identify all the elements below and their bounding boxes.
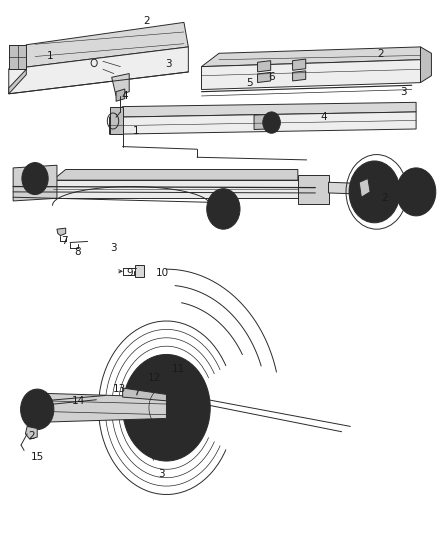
Circle shape bbox=[145, 382, 187, 433]
Text: 15: 15 bbox=[31, 452, 44, 462]
Circle shape bbox=[22, 163, 48, 195]
Polygon shape bbox=[53, 169, 298, 180]
Circle shape bbox=[356, 169, 393, 214]
Polygon shape bbox=[110, 107, 123, 134]
Text: 3: 3 bbox=[158, 470, 165, 479]
Text: 9: 9 bbox=[126, 268, 133, 278]
Text: 1: 1 bbox=[47, 51, 54, 61]
Text: 8: 8 bbox=[74, 247, 81, 256]
Polygon shape bbox=[420, 47, 431, 83]
Text: 2: 2 bbox=[28, 431, 35, 441]
Polygon shape bbox=[53, 180, 298, 198]
Circle shape bbox=[21, 389, 54, 430]
Circle shape bbox=[26, 396, 48, 423]
Circle shape bbox=[207, 189, 240, 229]
Polygon shape bbox=[123, 388, 166, 401]
Text: 14: 14 bbox=[71, 396, 85, 406]
Polygon shape bbox=[9, 22, 188, 69]
Polygon shape bbox=[110, 112, 416, 134]
Text: 2: 2 bbox=[378, 50, 385, 59]
Text: 3: 3 bbox=[400, 87, 407, 96]
Text: 3: 3 bbox=[110, 243, 117, 253]
Text: 1: 1 bbox=[132, 126, 139, 135]
Polygon shape bbox=[116, 89, 125, 101]
Circle shape bbox=[153, 392, 180, 424]
Polygon shape bbox=[298, 175, 328, 204]
Text: 11: 11 bbox=[172, 364, 185, 374]
Polygon shape bbox=[258, 61, 271, 72]
Circle shape bbox=[123, 354, 210, 461]
Polygon shape bbox=[110, 102, 416, 117]
Polygon shape bbox=[293, 59, 306, 70]
Circle shape bbox=[403, 176, 429, 208]
Circle shape bbox=[129, 362, 204, 453]
Polygon shape bbox=[57, 228, 66, 236]
Text: 4: 4 bbox=[121, 91, 128, 101]
Polygon shape bbox=[13, 165, 57, 201]
Circle shape bbox=[160, 400, 173, 416]
Polygon shape bbox=[201, 47, 420, 67]
Circle shape bbox=[368, 184, 381, 200]
Polygon shape bbox=[254, 115, 267, 130]
Text: 3: 3 bbox=[165, 59, 172, 69]
Polygon shape bbox=[258, 72, 271, 83]
Polygon shape bbox=[25, 426, 37, 439]
Polygon shape bbox=[9, 69, 26, 94]
Polygon shape bbox=[44, 393, 166, 422]
Circle shape bbox=[396, 168, 436, 216]
Text: 10: 10 bbox=[155, 268, 169, 278]
Polygon shape bbox=[359, 179, 370, 197]
Polygon shape bbox=[201, 60, 420, 90]
Circle shape bbox=[212, 196, 234, 222]
Polygon shape bbox=[9, 47, 188, 94]
Text: 12: 12 bbox=[148, 374, 161, 383]
Polygon shape bbox=[9, 45, 26, 69]
Text: 4: 4 bbox=[321, 112, 328, 122]
Polygon shape bbox=[293, 71, 306, 81]
Circle shape bbox=[27, 169, 43, 188]
Text: 2: 2 bbox=[143, 17, 150, 26]
Circle shape bbox=[263, 112, 280, 133]
Polygon shape bbox=[328, 182, 359, 194]
Circle shape bbox=[138, 373, 195, 442]
Polygon shape bbox=[112, 74, 129, 96]
Text: 5: 5 bbox=[246, 78, 253, 87]
Polygon shape bbox=[135, 265, 144, 277]
Circle shape bbox=[362, 177, 387, 207]
Text: 13: 13 bbox=[113, 384, 126, 394]
Circle shape bbox=[349, 161, 400, 223]
Text: 2: 2 bbox=[381, 193, 388, 203]
Text: 6: 6 bbox=[268, 72, 275, 82]
Text: 7: 7 bbox=[61, 236, 68, 246]
